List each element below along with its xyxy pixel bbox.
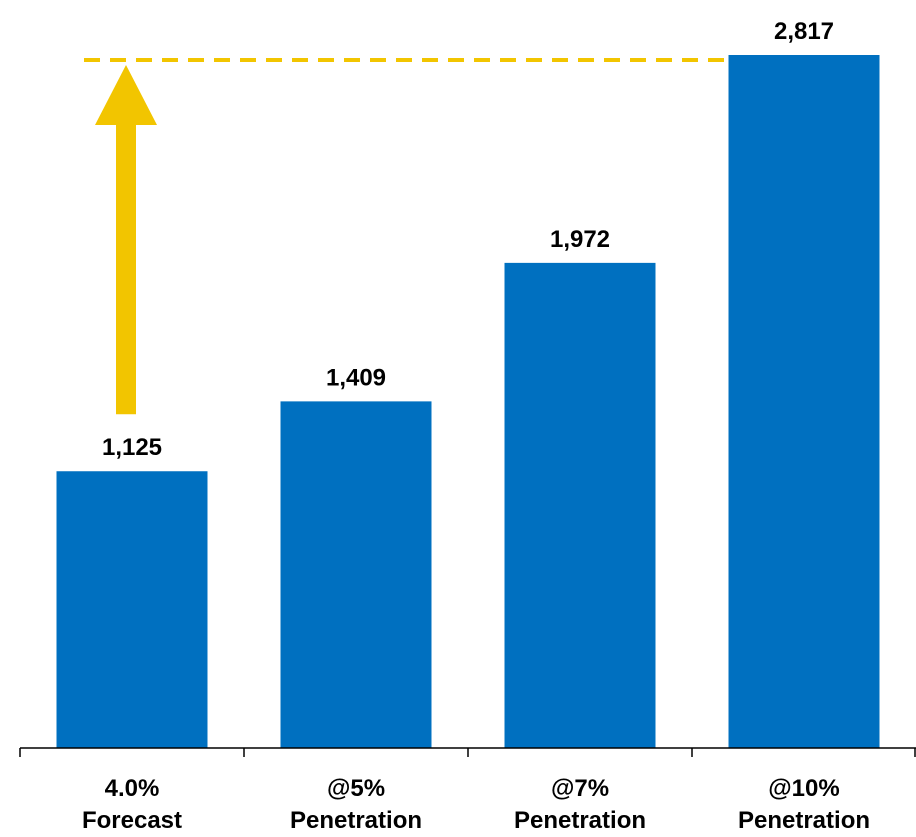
data-label-3: 1,972 [550,226,610,253]
category-label-2-line-2: Penetration [290,807,422,834]
bar-3 [505,263,656,748]
arrow-shaft [116,125,136,414]
bar-4 [729,55,880,748]
category-label-2-line-1: @5% [327,775,385,802]
data-label-2: 1,409 [326,364,386,391]
category-label-3-line-1: @7% [551,775,609,802]
bar-2 [281,401,432,748]
data-label-4: 2,817 [774,18,834,45]
arrow-head [95,65,157,125]
bar-1 [57,471,208,748]
category-label-1-line-1: 4.0% [105,775,160,802]
category-label-3-line-2: Penetration [514,807,646,834]
bars-layer [57,55,880,748]
category-label-4-line-1: @10% [768,775,839,802]
category-label-4-line-2: Penetration [738,807,870,834]
category-label-1-line-2: Forecast [82,807,182,834]
x-axis [20,748,916,757]
data-label-1: 1,125 [102,434,162,461]
